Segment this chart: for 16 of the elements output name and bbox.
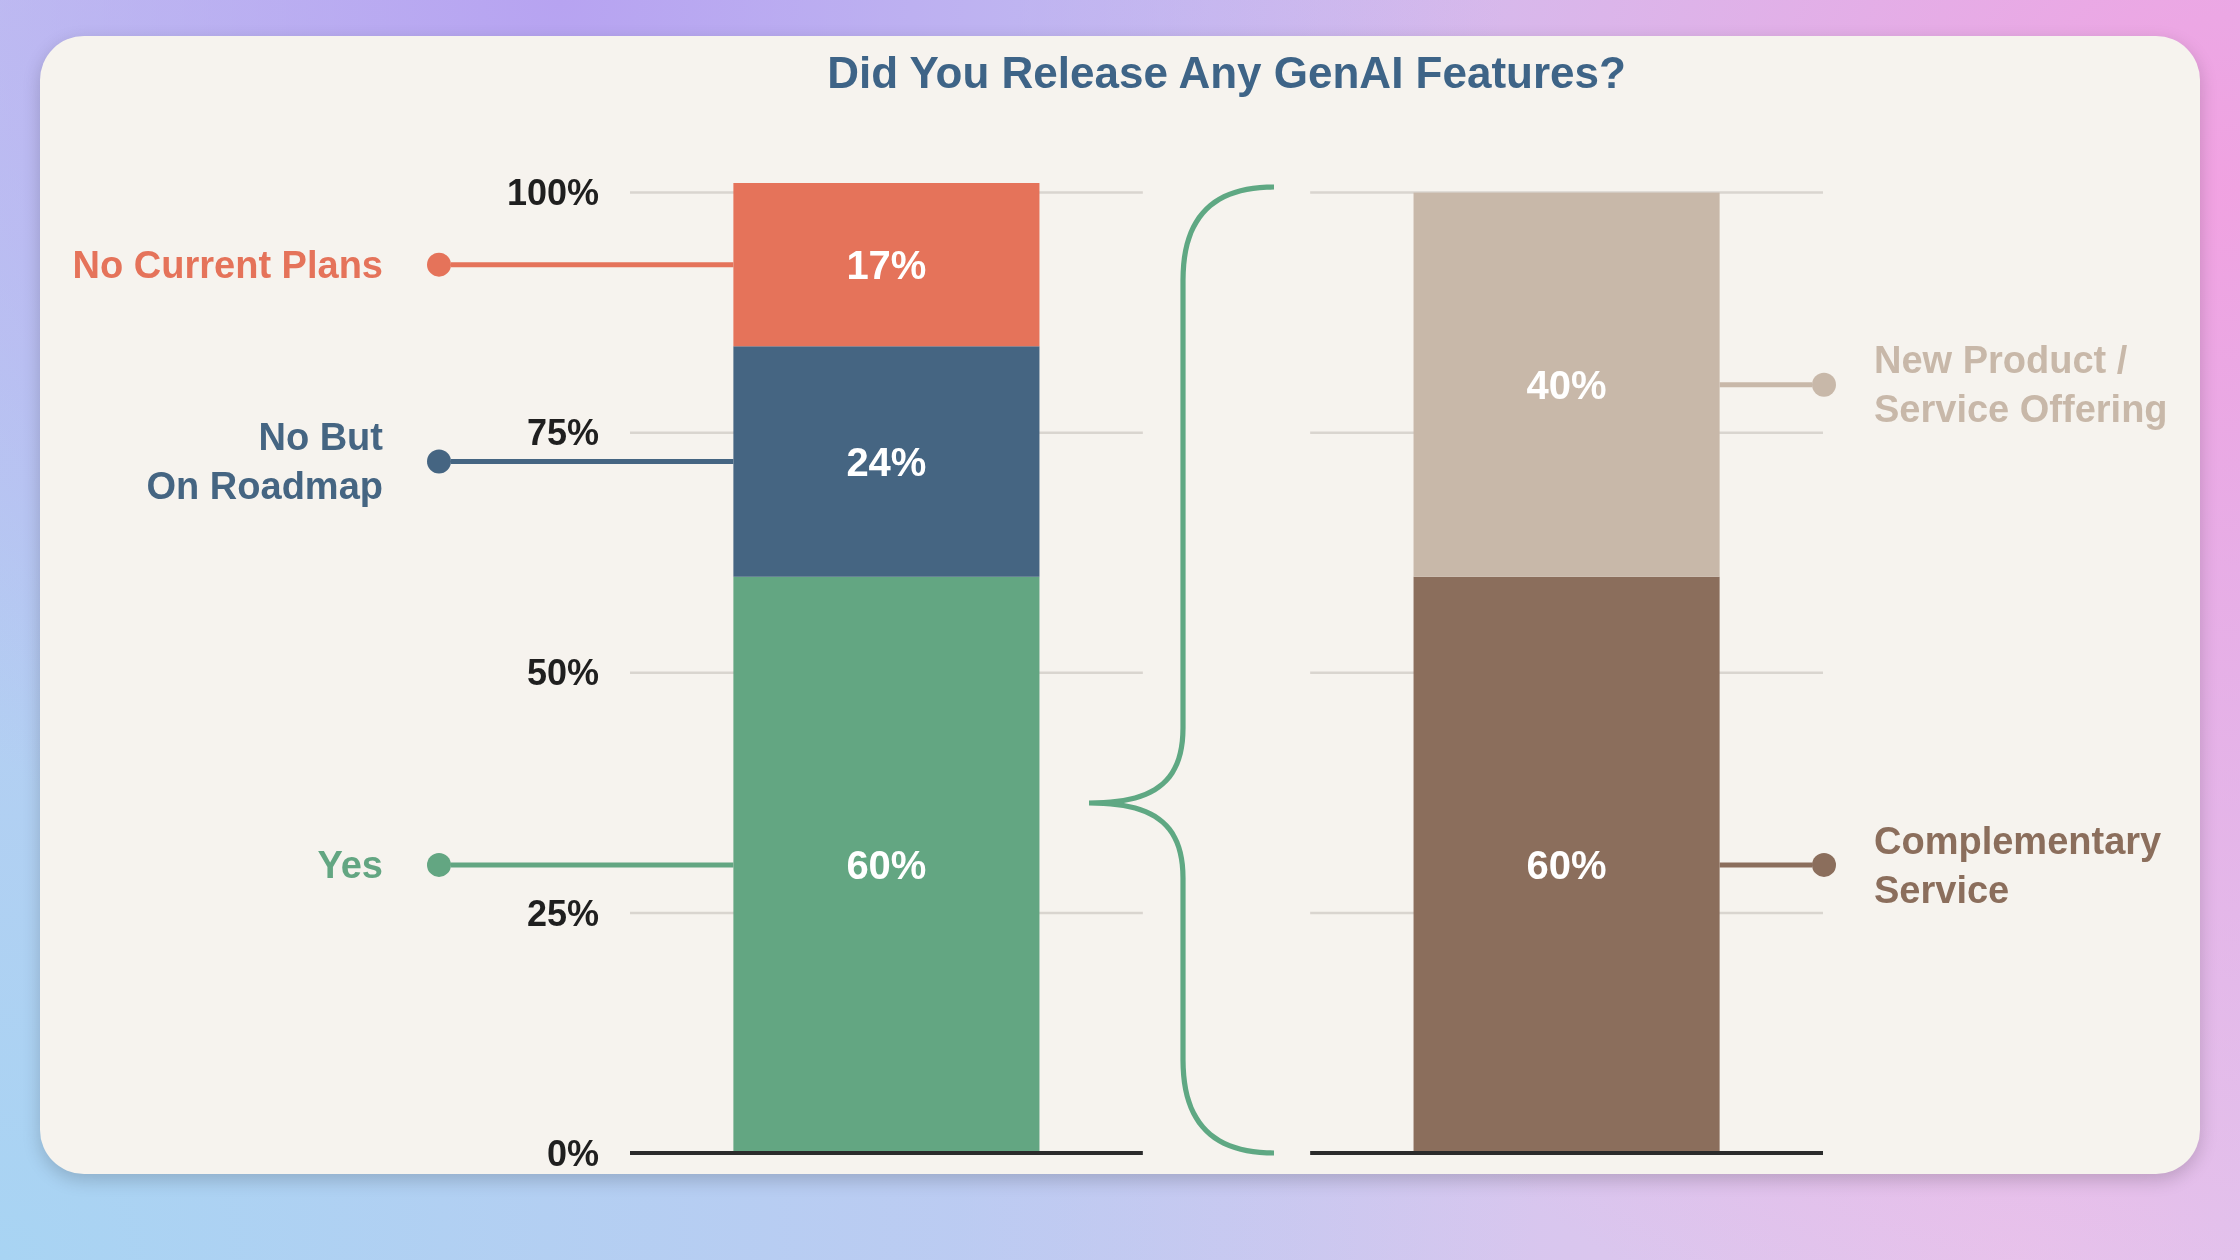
text: New Product / Service Offering [1874,339,2168,431]
legend-label: No Current Plans [72,243,383,286]
y-tick-label: 0% [546,1132,599,1174]
y-tick-label: 25% [526,892,599,934]
text: Complementary Service [1874,819,2162,911]
data-label: 40% [1526,362,1607,407]
legend-label: No But On Roadmap [146,416,384,508]
chart-title: Did You Release Any GenAI Features? [827,48,1626,97]
data-label: 24% [846,439,927,484]
y-tick-label: 100% [506,172,599,214]
data-label: 17% [846,242,927,287]
data-label: 60% [1526,842,1607,887]
data-label: 60% [846,842,927,887]
y-tick-label: 75% [526,412,599,454]
legend-label: Yes [317,844,383,887]
y-tick-label: 50% [526,652,599,694]
